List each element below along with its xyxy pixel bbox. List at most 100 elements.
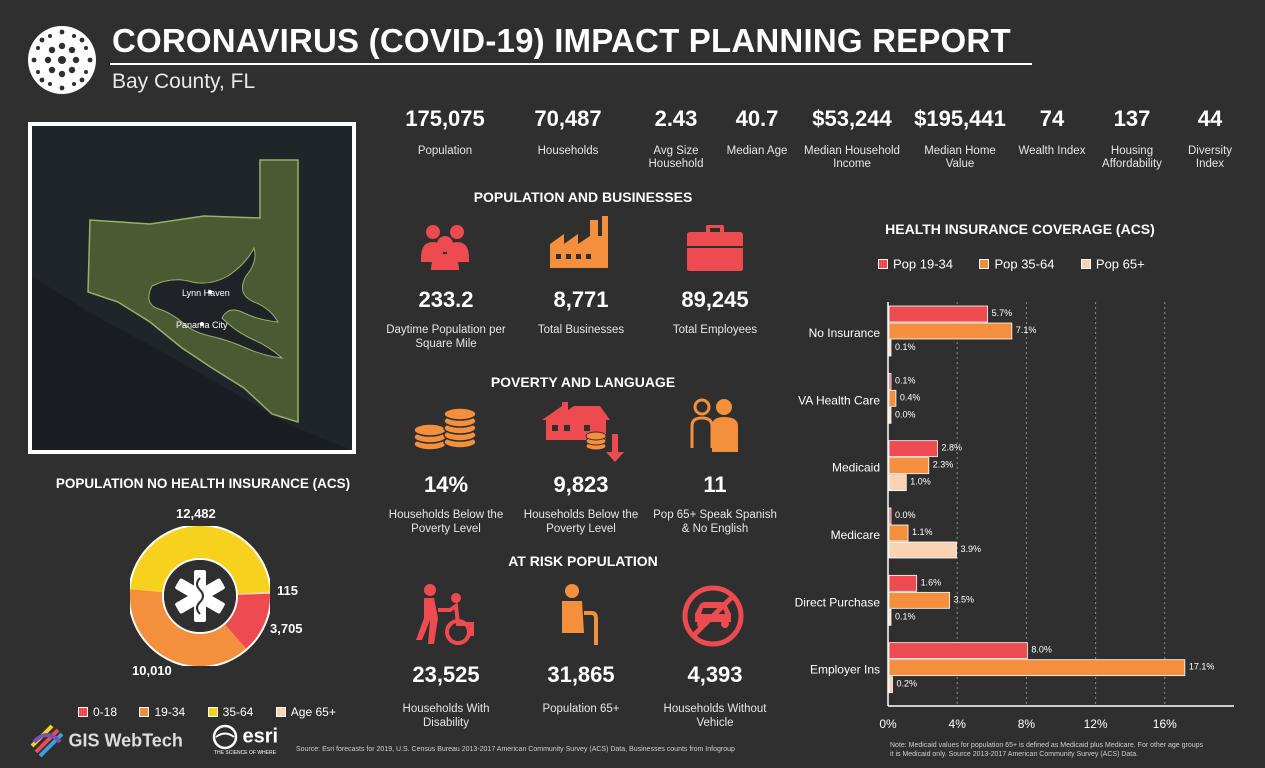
house-decline-icon — [542, 402, 624, 462]
bar[interactable] — [888, 457, 930, 475]
donut-label-19-34: 10,010 — [132, 663, 172, 678]
legend-label: Pop 19-34 — [893, 256, 953, 272]
esri-text: esri — [242, 725, 279, 748]
county-map[interactable]: Lynn Haven Panama City — [28, 122, 356, 454]
section-stat-value: 23,525 — [412, 662, 480, 687]
segment-0-18[interactable] — [224, 593, 270, 649]
map-label-panama-city: Panama City — [176, 320, 228, 330]
factory-icon — [550, 216, 608, 268]
bar[interactable] — [888, 339, 892, 357]
section-stat-label: Households Below the Poverty Level — [388, 509, 504, 535]
bar-data-label: 1.6% — [921, 577, 942, 587]
stat-label: Wealth Index — [1018, 145, 1086, 157]
bar-data-label: 3.5% — [954, 594, 975, 604]
x-tick-label: 16% — [1153, 717, 1177, 731]
bar-data-label: 1.0% — [910, 477, 931, 487]
poverty-language-heading: POVERTY AND LANGUAGE — [490, 374, 676, 390]
bar[interactable] — [888, 676, 893, 694]
legend-label: 19-34 — [154, 704, 186, 719]
donut-label-65plus: 115 — [277, 583, 298, 598]
population-businesses-heading: POPULATION AND BUSINESSES — [473, 189, 693, 205]
section-stat-value: 89,245 — [681, 287, 749, 312]
legend-label: 35-64 — [222, 704, 254, 719]
coins-icon — [413, 407, 477, 451]
chart-legend: Pop 19-34 Pop 35-64 Pop 65+ — [878, 255, 1145, 273]
chart-note-line2: it is Medicaid only. Source 2013-2017 Am… — [890, 751, 1139, 758]
stat-label: Housing Affordability — [1102, 145, 1162, 170]
stat-value: 137 — [1113, 106, 1151, 131]
bar-data-label: 0.4% — [900, 392, 921, 402]
bar[interactable] — [888, 541, 957, 559]
stat-value: 40.7 — [735, 106, 779, 131]
section-stat-value: 9,823 — [553, 472, 609, 497]
segment-19-34[interactable] — [130, 588, 247, 666]
bar[interactable] — [888, 591, 950, 609]
bar[interactable] — [888, 659, 1186, 677]
bar[interactable] — [888, 305, 989, 323]
x-tick-label: 12% — [1084, 717, 1108, 731]
bar-data-label: 2.3% — [933, 460, 954, 470]
stat-value: 74 — [1039, 106, 1065, 131]
bar-data-label: 7.1% — [1016, 325, 1037, 335]
bar[interactable] — [888, 440, 938, 458]
county-subtitle: Bay County, FL — [112, 70, 256, 93]
legend-swatch — [275, 706, 286, 717]
legend-swatch — [1080, 258, 1091, 269]
stat-label: Median Home Value — [924, 145, 996, 170]
map-label-lynn-haven: Lynn Haven — [182, 288, 230, 298]
bar[interactable] — [888, 372, 892, 390]
stat-value: $195,441 — [914, 106, 1006, 131]
x-tick-label: 0% — [879, 717, 897, 731]
health-insurance-chart[interactable]: 0% 4% 8% 12% 16% No Insurance 5.7%7.1% 0.1% VA H… — [780, 296, 1240, 732]
legend-swatch — [878, 258, 888, 269]
bar-data-label: 0.1% — [895, 342, 916, 352]
category-label: Employer Ins — [810, 663, 880, 677]
legend-swatch — [207, 706, 218, 717]
bar-data-label: 0.2% — [896, 679, 917, 689]
section-stat-label: Households Below the Poverty Level — [523, 509, 639, 535]
legend-label: Pop 35-64 — [994, 256, 1055, 272]
stat-value: 2.43 — [654, 106, 698, 131]
section-stat-value: 14% — [423, 472, 469, 497]
section-stat-label: Households Without Vehicle — [663, 703, 767, 729]
source-note: Source: Esri forecasts for 2019, U.S. Ce… — [296, 746, 735, 753]
bar-data-label: 8.0% — [1031, 645, 1052, 655]
bar[interactable] — [888, 406, 892, 424]
bar[interactable] — [888, 322, 1013, 340]
bar[interactable] — [888, 474, 907, 492]
chart-note-line1: Note: Medicaid values for population 65+… — [890, 742, 1204, 749]
globe-logo-icon — [30, 724, 64, 758]
map-canvas: Lynn Haven Panama City — [32, 126, 352, 450]
bar[interactable] — [888, 389, 897, 407]
stat-label: Households — [537, 145, 599, 157]
section-stat-label: Daytime Population per Square Mile — [386, 324, 506, 350]
legend-swatch — [139, 706, 150, 717]
bar[interactable] — [888, 642, 1028, 660]
stat-label: Median Age — [726, 145, 788, 157]
donut-label-35-64: 12,482 — [176, 506, 216, 521]
bar-data-label: 0.1% — [895, 611, 916, 621]
stat-value: 44 — [1197, 106, 1223, 131]
segment-35-64[interactable] — [130, 526, 270, 595]
virus-logo-icon — [28, 26, 96, 94]
bar[interactable] — [888, 524, 909, 542]
bar[interactable] — [888, 574, 918, 592]
category-label: No Insurance — [809, 326, 881, 340]
no-vehicle-icon — [682, 585, 744, 647]
stat-label: Median Household Income — [804, 145, 900, 170]
x-tick-label: 4% — [949, 717, 967, 731]
section-stat-label: Households With Disability — [402, 703, 490, 729]
bar-data-label: 0.1% — [895, 375, 916, 385]
bar[interactable] — [888, 507, 892, 525]
section-stat-label: Total Employees — [672, 324, 758, 336]
wheelchair-icon — [416, 584, 474, 645]
category-label: Direct Purchase — [795, 595, 881, 609]
legend-swatch — [78, 706, 88, 717]
donut-heading: POPULATION NO HEALTH INSURANCE (ACS) — [55, 476, 351, 491]
bar[interactable] — [888, 608, 892, 626]
stat-label: Avg Size Household — [648, 145, 704, 170]
section-stat-value: 8,771 — [553, 287, 609, 312]
no-insurance-donut[interactable] — [130, 526, 270, 666]
esri-logo: esri THE SCIENCE OF WHERE — [212, 724, 278, 756]
bar-data-label: 3.9% — [960, 544, 981, 554]
